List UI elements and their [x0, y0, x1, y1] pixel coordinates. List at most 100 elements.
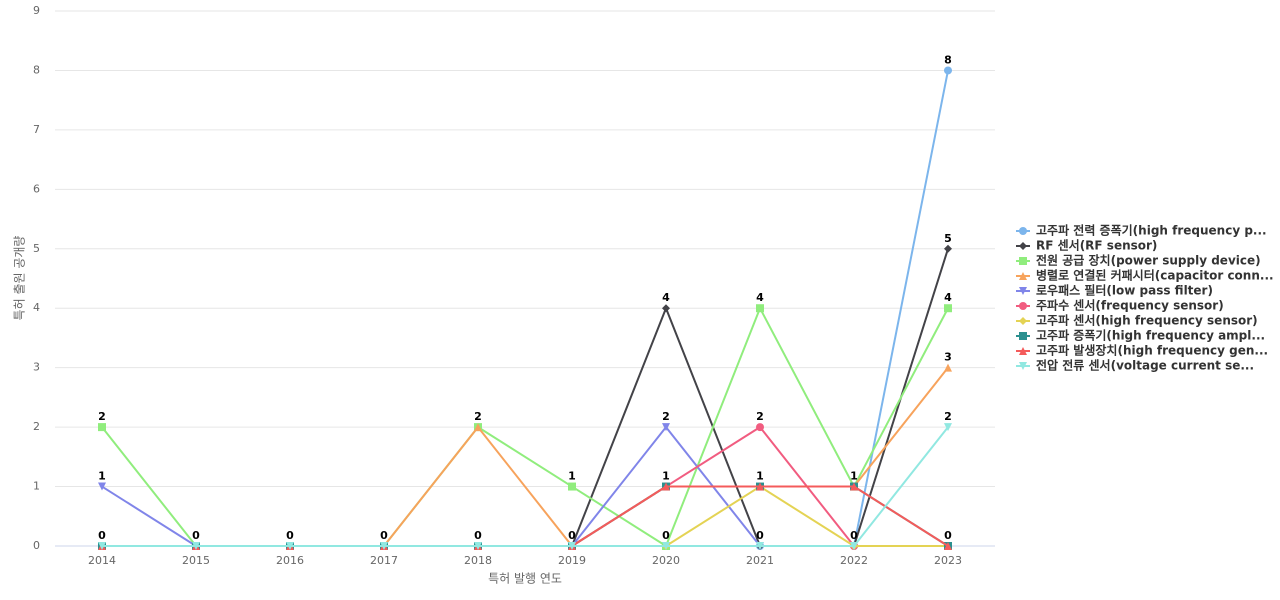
data-label: 2	[756, 410, 764, 423]
marker	[1019, 242, 1027, 250]
y-tick-label: 1	[33, 480, 40, 493]
marker	[1019, 227, 1027, 235]
data-label: 4	[662, 291, 670, 304]
x-tick-label: 2022	[840, 554, 868, 567]
marker	[944, 66, 952, 75]
marker	[98, 482, 106, 491]
legend-label: 전압 전류 센서(voltage current se...	[1036, 358, 1254, 373]
x-tick-label: 2015	[182, 554, 210, 567]
series	[98, 244, 952, 550]
x-tick-label: 2016	[276, 554, 304, 567]
marker	[944, 542, 952, 550]
data-label: 2	[98, 410, 106, 423]
x-tick-label: 2014	[88, 554, 116, 567]
marker	[944, 304, 952, 313]
x-tick-label: 2023	[934, 554, 962, 567]
x-axis-title: 특허 발행 연도	[488, 571, 562, 586]
y-tick-label: 3	[33, 361, 40, 374]
data-label: 2	[944, 410, 952, 423]
legend-label: 전원 공급 장치(power supply device)	[1036, 253, 1261, 268]
legend-label: 고주파 발생장치(high frequency gen...	[1036, 343, 1268, 358]
series-line	[102, 426, 949, 547]
marker	[568, 482, 576, 491]
data-label: 5	[944, 232, 952, 245]
marker	[286, 542, 294, 550]
series-line	[102, 485, 948, 547]
data-label: 3	[944, 351, 952, 364]
marker	[662, 304, 670, 313]
marker	[756, 423, 764, 432]
marker	[756, 482, 764, 491]
marker	[662, 423, 670, 432]
data-label: 1	[662, 470, 670, 483]
marker	[474, 542, 482, 550]
data-label: 0	[380, 529, 388, 542]
data-label: 0	[474, 529, 482, 542]
y-tick-label: 9	[33, 4, 40, 17]
series	[98, 423, 952, 550]
marker	[756, 542, 764, 550]
data-label: 0	[98, 529, 106, 542]
data-label: 0	[944, 529, 952, 542]
marker	[1019, 287, 1027, 295]
y-tick-label: 5	[33, 242, 40, 255]
data-label: 2	[662, 410, 670, 423]
legend-label: 병렬로 연결된 커패시터(capacitor conn...	[1036, 268, 1274, 283]
series-line	[102, 248, 949, 547]
y-tick-label: 0	[33, 539, 40, 552]
y-tick-label: 4	[33, 301, 40, 314]
marker	[944, 363, 952, 372]
marker	[1019, 257, 1027, 265]
marker	[1019, 332, 1027, 340]
data-label: 0	[756, 529, 764, 542]
legend-label: 고주파 증폭기(high frequency ampl...	[1036, 328, 1265, 343]
x-tick-label: 2018	[464, 554, 492, 567]
marker	[1019, 272, 1027, 280]
data-label: 4	[944, 291, 952, 304]
x-tick-label: 2017	[370, 554, 398, 567]
marker	[192, 542, 200, 550]
data-label: 0	[192, 529, 200, 542]
marker	[1019, 362, 1027, 370]
y-axis-title: 특허 출원 공개량	[13, 236, 27, 321]
series-line	[102, 485, 949, 547]
marker	[568, 542, 576, 550]
x-tick-label: 2019	[558, 554, 586, 567]
data-label: 0	[662, 529, 670, 542]
y-tick-label: 8	[33, 63, 40, 76]
y-tick-label: 7	[33, 123, 40, 136]
series-line	[102, 485, 949, 547]
x-tick-label: 2021	[746, 554, 774, 567]
data-label: 2	[474, 410, 482, 423]
marker	[944, 244, 952, 253]
legend-label: 주파수 센서(frequency sensor)	[1036, 298, 1224, 313]
marker	[98, 542, 106, 550]
data-label: 4	[756, 291, 764, 304]
marker	[380, 542, 388, 550]
marker	[474, 423, 482, 432]
data-label: 0	[568, 529, 576, 542]
data-label: 1	[850, 470, 858, 483]
marker	[756, 304, 764, 313]
data-label: 1	[756, 470, 764, 483]
marker	[662, 482, 670, 491]
data-label: 0	[850, 529, 858, 542]
data-label: 0	[286, 529, 294, 542]
legend-label: 고주파 전력 증폭기(high frequency p...	[1036, 223, 1267, 238]
marker	[850, 542, 858, 550]
y-tick-label: 2	[33, 420, 40, 433]
marker	[1019, 317, 1027, 325]
marker	[944, 423, 952, 432]
series	[98, 482, 952, 550]
data-label: 8	[944, 53, 952, 66]
x-tick-label: 2020	[652, 554, 680, 567]
marker	[1019, 347, 1027, 355]
marker	[98, 423, 106, 432]
legend-label: 고주파 센서(high frequency sensor)	[1036, 313, 1258, 328]
marker	[662, 542, 670, 550]
series	[98, 482, 952, 550]
marker	[850, 482, 858, 491]
y-tick-label: 6	[33, 182, 40, 195]
series	[98, 482, 952, 550]
marker	[1019, 302, 1027, 310]
